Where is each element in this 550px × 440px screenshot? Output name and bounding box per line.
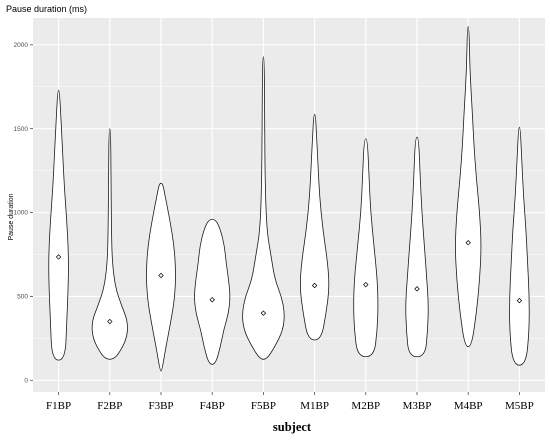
chart-title: Pause duration (ms) [6, 4, 87, 14]
mean-marker-f1bp [55, 254, 62, 260]
violin-f1bp [48, 89, 69, 361]
violin-m4bp [455, 25, 482, 348]
mean-marker-m2bp [363, 281, 369, 288]
x-tick-label-f5bp: F5BP [251, 400, 276, 412]
x-tick-label-f2bp: F2BP [97, 400, 122, 412]
x-tick-label-m2bp: M2BP [351, 400, 380, 412]
mean-marker-f2bp [107, 318, 113, 325]
x-axis: F1BP F2BP F3BP F4BP F5BP M1BP M2BP M3BP M4BP M5BP [46, 392, 534, 412]
x-tick-label-m5bp: M5BP [505, 400, 534, 412]
mean-marker-m4bp [465, 240, 471, 246]
violin-f4bp [194, 218, 231, 365]
violin-m2bp [353, 138, 379, 358]
mean-marker-f5bp [260, 310, 267, 316]
x-tick-label-f3bp: F3BP [148, 400, 173, 412]
mean-marker-m3bp [414, 286, 420, 292]
x-tick-label-f4bp: F4BP [200, 400, 225, 412]
x-axis-label: subject [273, 420, 312, 434]
violin-m3bp [405, 136, 429, 358]
violin-m5bp [509, 126, 530, 366]
y-tick-label: 2000 [14, 42, 29, 49]
violin-f5bp [242, 56, 285, 360]
y-axis-label: Pause duration [8, 193, 15, 240]
violin-m1bp [299, 114, 330, 341]
y-axis: 0 500 1000 1500 2000 [14, 42, 33, 384]
y-tick-label: 1000 [14, 210, 29, 217]
x-tick-label-m3bp: M3BP [403, 400, 432, 412]
y-tick-label: 500 [17, 294, 28, 301]
violin-f2bp [91, 128, 128, 360]
x-tick-label-f1bp: F1BP [46, 400, 71, 412]
mean-marker-f4bp [209, 297, 215, 303]
mean-marker-f3bp [158, 272, 164, 279]
y-tick-label: 1500 [14, 126, 29, 133]
violins [48, 25, 530, 372]
mean-marker-m1bp [311, 282, 318, 289]
x-tick-label-m1bp: M1BP [300, 400, 329, 412]
y-tick-label: 0 [24, 377, 28, 384]
x-tick-label-m4bp: M4BP [454, 400, 483, 412]
mean-marker-m5bp [516, 297, 523, 304]
